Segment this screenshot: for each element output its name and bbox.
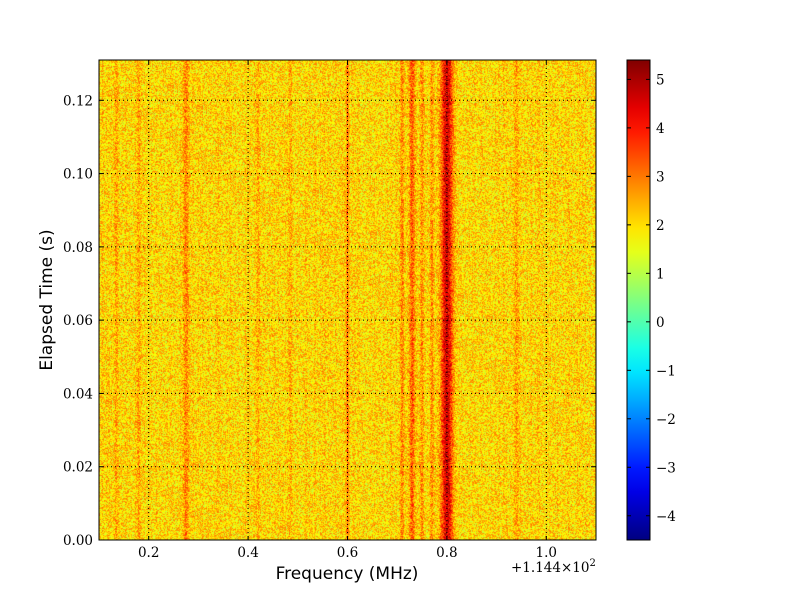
y-axis-ticks: 0.00 0.02 0.04 0.06 0.08 0.10 0.12 <box>63 93 596 549</box>
x-axis-label: Frequency (MHz) <box>276 564 419 584</box>
x-axis-offset-exponent: 2 <box>589 558 595 569</box>
x-axis-offset-base: +1.144×10 <box>511 560 589 576</box>
x-tick-label: 0.6 <box>337 545 358 561</box>
x-axis-ticks: 0.2 0.4 0.6 0.8 1.0 <box>138 60 557 561</box>
colorbar-tick-label: 3 <box>656 169 665 185</box>
x-axis-offset: +1.144×102 <box>511 558 596 576</box>
y-tick-label: 0.04 <box>63 386 93 402</box>
y-tick-label: 0.02 <box>63 460 93 476</box>
colorbar-tick-label: −4 <box>656 509 676 525</box>
y-axis-label: Elapsed Time (s) <box>37 229 57 370</box>
grid-lines <box>99 60 596 540</box>
colorbar: 5 4 3 2 1 0 −1 −2 −3 −4 <box>626 59 676 541</box>
plot-area: 0.2 0.4 0.6 0.8 1.0 0.00 0.02 0.04 0.06 0.08 0.10… <box>63 59 597 561</box>
colorbar-ticks: 5 4 3 2 1 0 −1 −2 −3 −4 <box>627 72 676 525</box>
x-tick-label: 0.4 <box>237 545 258 561</box>
y-tick-label: 0.08 <box>63 240 93 256</box>
x-tick-label: 1.0 <box>536 545 557 561</box>
colorbar-tick-label: 1 <box>656 266 665 282</box>
colorbar-tick-label: −3 <box>656 460 676 476</box>
colorbar-frame <box>626 59 651 541</box>
colorbar-gradient-container <box>627 60 650 540</box>
x-tick-label: 0.2 <box>138 545 159 561</box>
colorbar-gradient <box>627 60 650 540</box>
colorbar-tick-label: −2 <box>656 412 676 428</box>
y-tick-label: 0.10 <box>63 167 93 183</box>
colorbar-tick-label: 5 <box>656 72 665 88</box>
colorbar-tick-label: −1 <box>656 363 676 379</box>
colorbar-tick-label: 0 <box>656 315 665 331</box>
y-tick-label: 0.00 <box>63 533 93 549</box>
colorbar-tick-label: 2 <box>656 218 665 234</box>
y-tick-label: 0.06 <box>63 313 93 329</box>
y-tick-label: 0.12 <box>63 93 93 109</box>
x-tick-label: 0.8 <box>436 545 457 561</box>
colorbar-tick-label: 4 <box>656 121 665 137</box>
